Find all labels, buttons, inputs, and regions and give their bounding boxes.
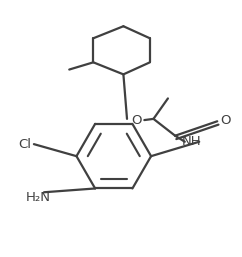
Text: H₂N: H₂N [25, 191, 51, 204]
Text: O: O [131, 114, 142, 127]
Text: O: O [220, 114, 231, 127]
Text: NH: NH [182, 135, 202, 148]
Text: Cl: Cl [18, 138, 31, 151]
